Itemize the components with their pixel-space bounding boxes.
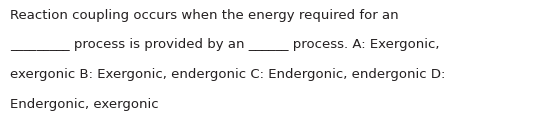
Text: Endergonic, exergonic: Endergonic, exergonic	[10, 98, 158, 111]
Text: exergonic B: Exergonic, endergonic C: Endergonic, endergonic D:: exergonic B: Exergonic, endergonic C: En…	[10, 68, 445, 81]
Text: _________ process is provided by an ______ process. A: Exergonic,: _________ process is provided by an ____…	[10, 38, 440, 51]
Text: Reaction coupling occurs when the energy required for an: Reaction coupling occurs when the energy…	[10, 9, 398, 22]
